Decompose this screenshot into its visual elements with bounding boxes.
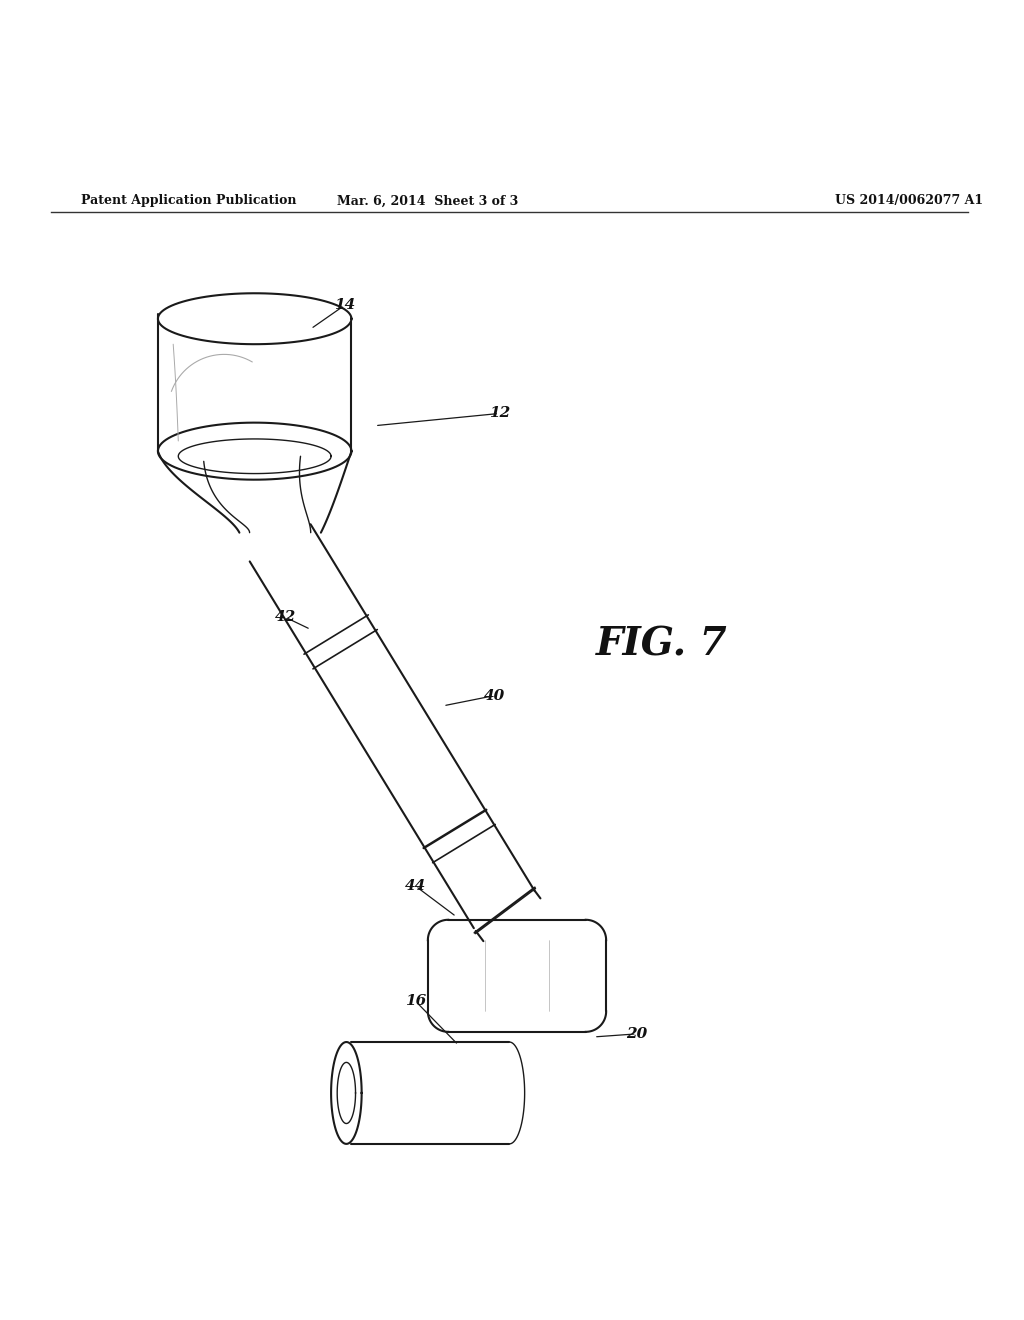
Text: 44: 44 (406, 879, 426, 894)
Text: 16: 16 (406, 994, 426, 1008)
Text: 42: 42 (274, 610, 296, 624)
Text: 40: 40 (483, 689, 505, 702)
Text: FIG. 7: FIG. 7 (596, 626, 728, 664)
Text: Mar. 6, 2014  Sheet 3 of 3: Mar. 6, 2014 Sheet 3 of 3 (337, 194, 518, 207)
Text: US 2014/0062077 A1: US 2014/0062077 A1 (836, 194, 983, 207)
Text: Patent Application Publication: Patent Application Publication (82, 194, 297, 207)
Text: 12: 12 (488, 407, 510, 421)
Text: 20: 20 (626, 1027, 647, 1041)
Text: 14: 14 (334, 298, 355, 313)
